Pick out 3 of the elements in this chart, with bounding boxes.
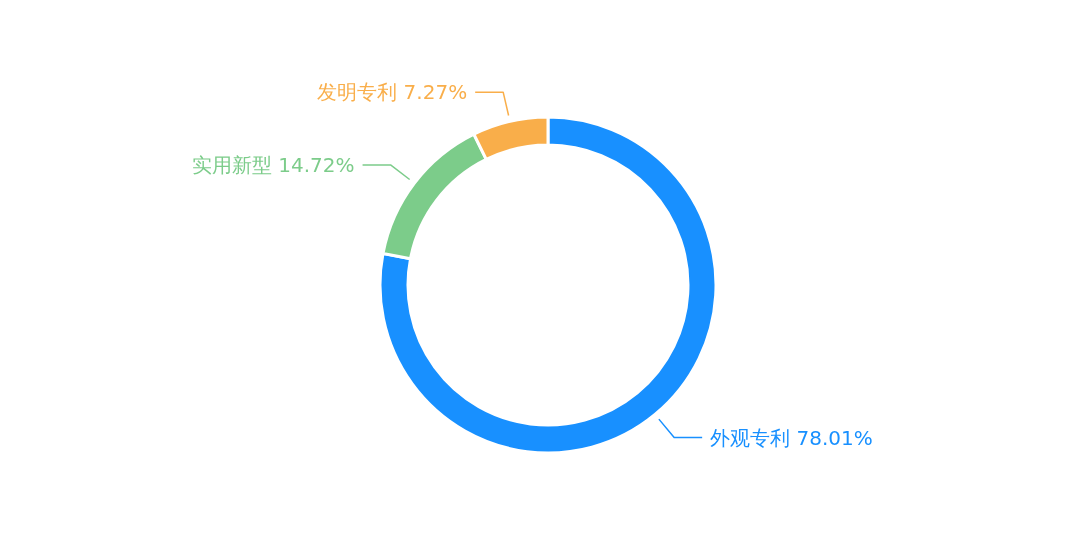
- slice-label: 发明专利 7.27%: [317, 80, 468, 105]
- slice-label: 外观专利 78.01%: [710, 425, 873, 450]
- slice-label: 实用新型 14.72%: [191, 152, 355, 177]
